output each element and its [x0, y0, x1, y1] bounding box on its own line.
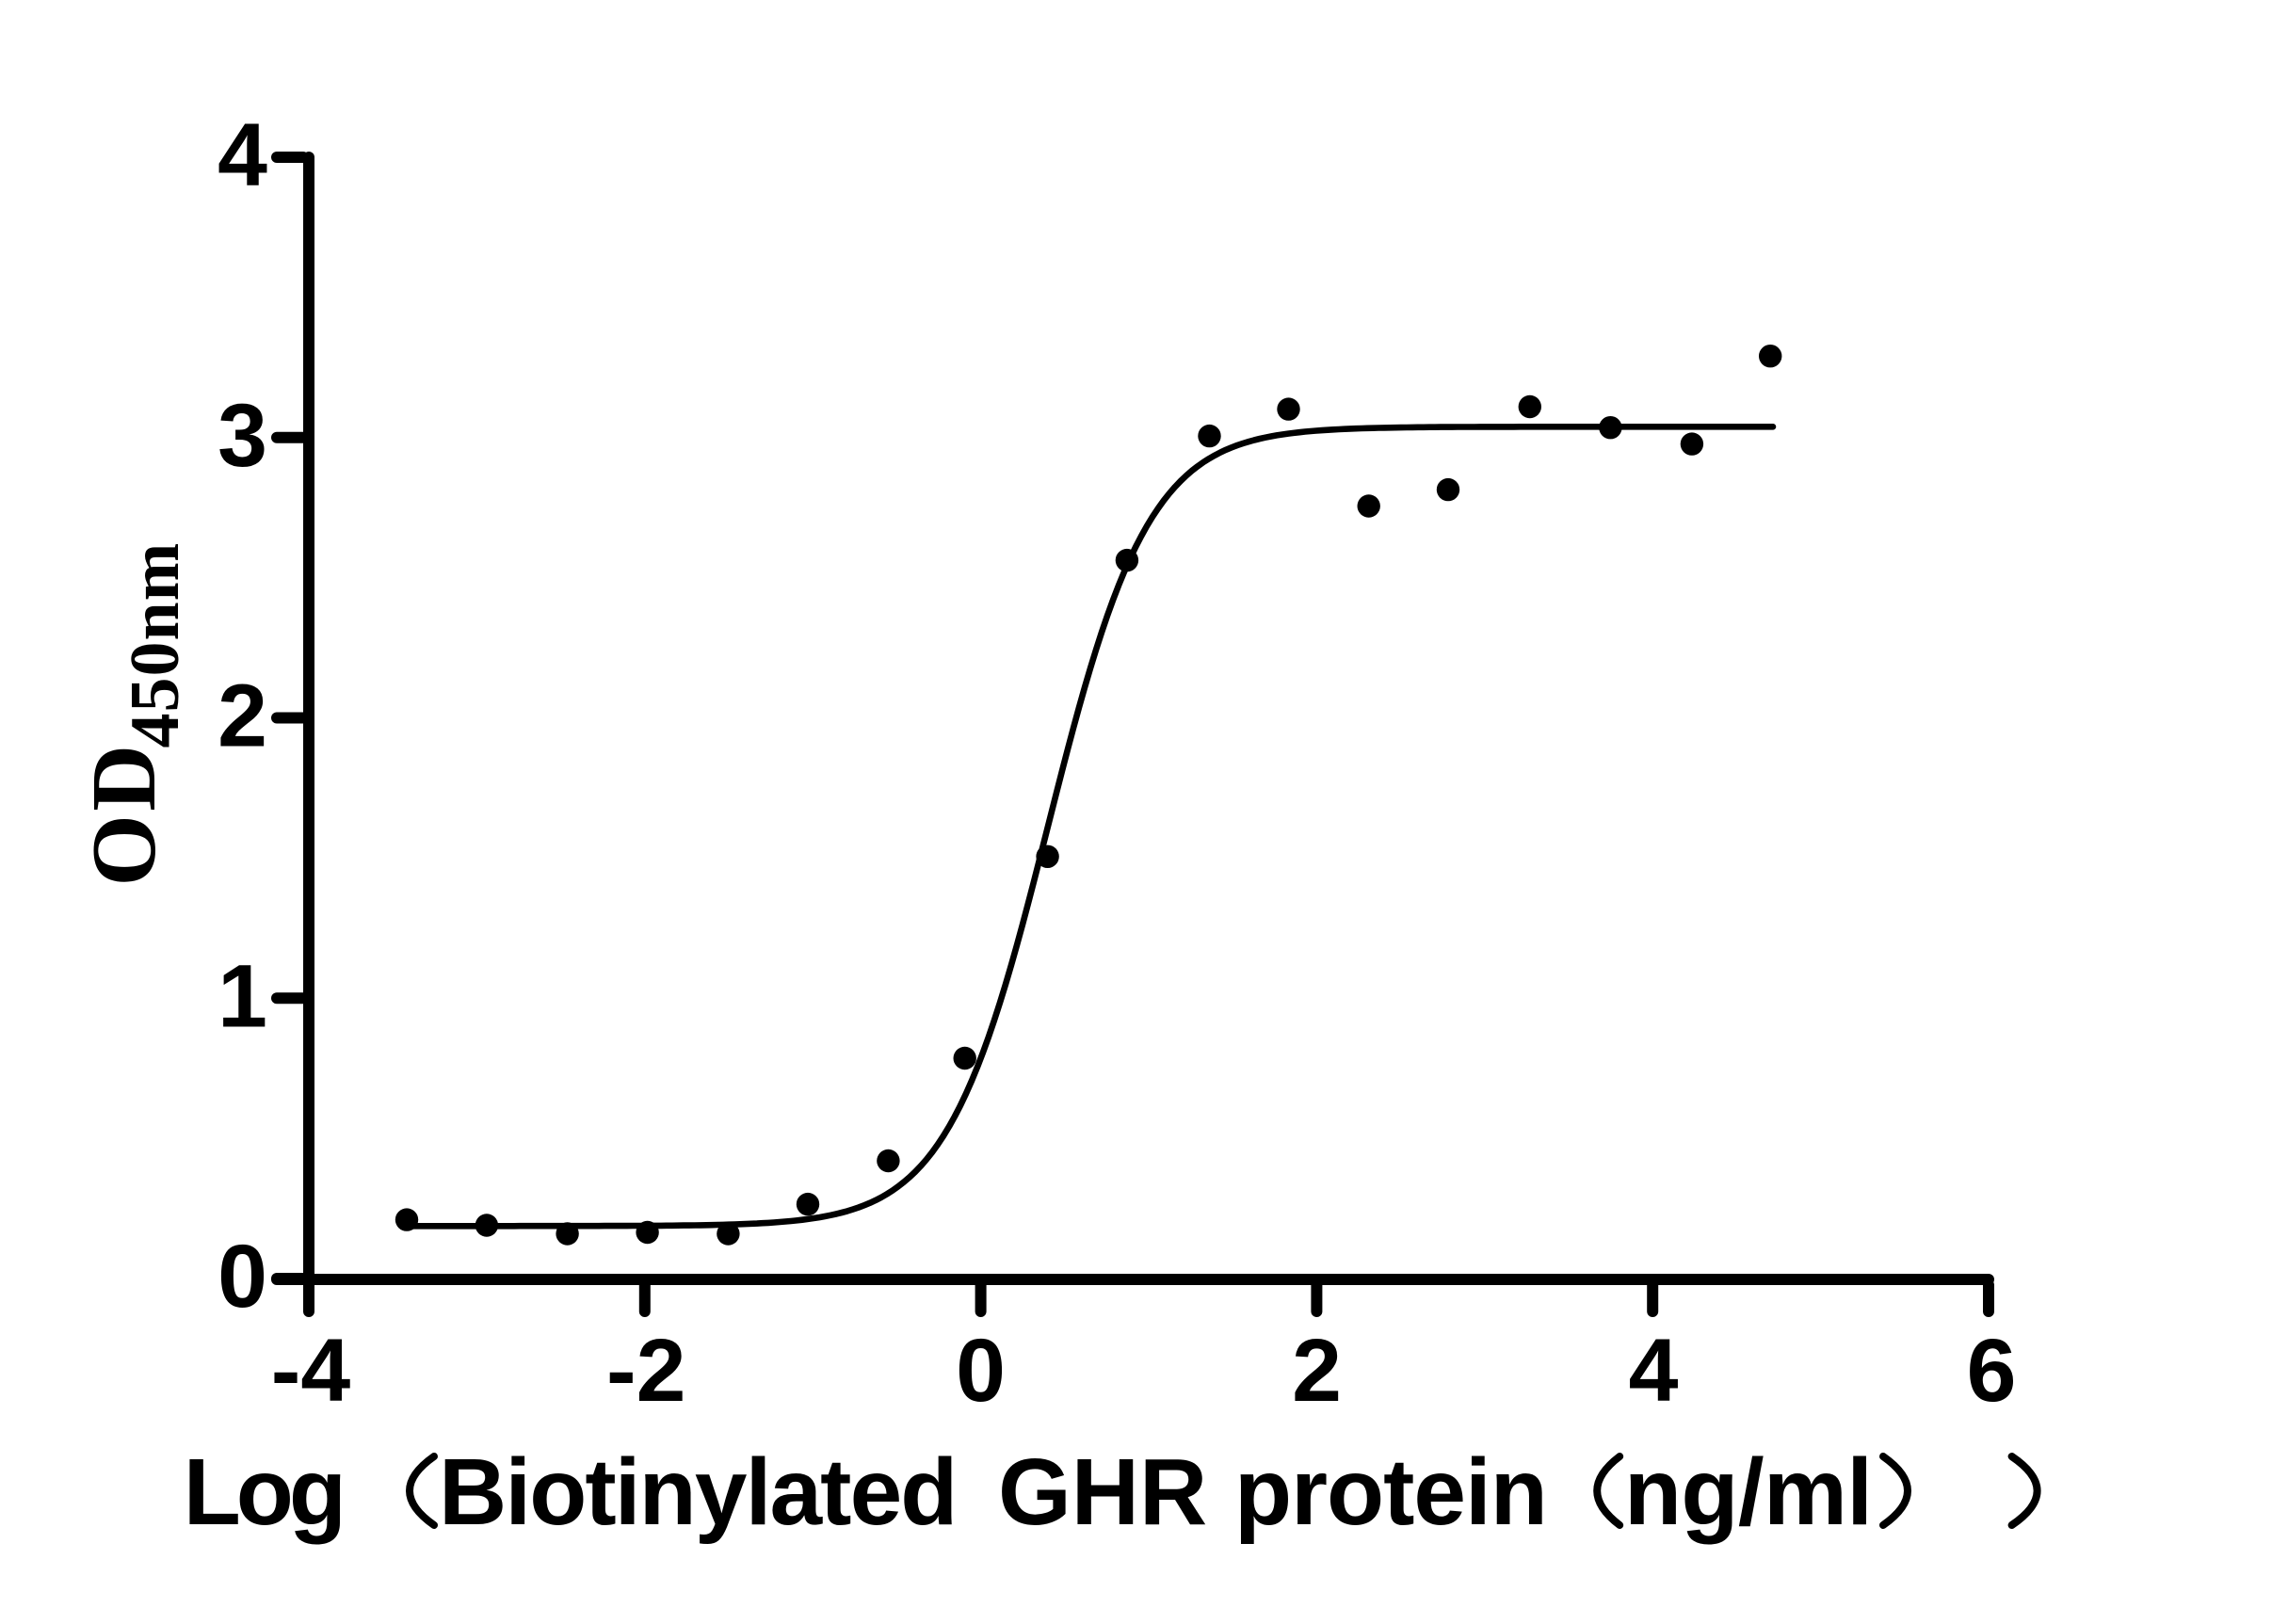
svg-text:ng/ml: ng/ml [1624, 1439, 1872, 1545]
svg-text:OD450nm: OD450nm [73, 542, 194, 887]
svg-text:2: 2 [1292, 1321, 1342, 1421]
svg-text:protein: protein [1234, 1439, 1547, 1545]
svg-text:Biotinylated: Biotinylated [439, 1439, 956, 1545]
svg-text:-4: -4 [271, 1321, 351, 1421]
svg-text:0: 0 [956, 1321, 1006, 1421]
svg-text:GHR: GHR [998, 1439, 1207, 1545]
svg-text:-2: -2 [606, 1321, 685, 1421]
svg-text:0: 0 [218, 1227, 267, 1327]
svg-text:4: 4 [218, 105, 267, 205]
svg-text:1: 1 [218, 946, 267, 1046]
svg-text:2: 2 [218, 667, 267, 766]
svg-text:6: 6 [1967, 1321, 2017, 1421]
svg-text:Log: Log [184, 1439, 342, 1545]
svg-text:3: 3 [218, 386, 267, 486]
svg-text:4: 4 [1629, 1321, 1679, 1421]
